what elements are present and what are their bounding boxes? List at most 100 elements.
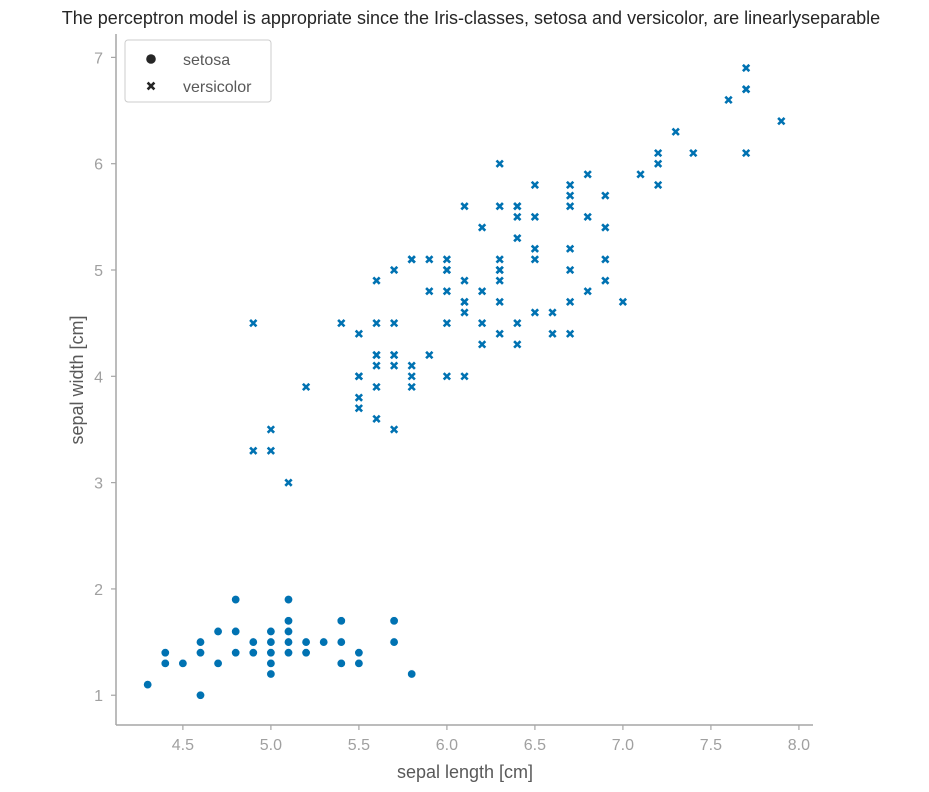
y-tick-label: 2	[94, 582, 103, 599]
setosa-point	[231, 648, 241, 658]
versicolor-point	[495, 202, 504, 211]
versicolor-point	[565, 191, 575, 200]
versicolor-point	[372, 276, 381, 285]
setosa-point	[266, 648, 276, 658]
versicolor-point	[477, 340, 487, 349]
versicolor-point	[425, 287, 434, 296]
versicolor-point	[460, 202, 469, 211]
versicolor-point	[477, 319, 487, 328]
versicolor-point	[266, 425, 276, 434]
versicolor-point	[372, 319, 381, 328]
setosa-point	[336, 637, 346, 647]
x-ticks: 4.5 5.0 5.5 6.0 6.5 7.0 7.5 8.0	[172, 725, 810, 754]
versicolor-point	[618, 297, 628, 307]
setosa-point	[266, 669, 276, 679]
versicolor-point	[513, 202, 522, 211]
legend-frame	[124, 39, 272, 103]
versicolor-point	[389, 265, 399, 275]
setosa-point	[336, 616, 346, 626]
versicolor-point	[565, 180, 575, 190]
versicolor-point	[354, 329, 364, 338]
setosa-point	[213, 626, 223, 636]
versicolor-point	[477, 287, 487, 296]
versicolor-point	[565, 244, 575, 253]
versicolor-point	[565, 329, 575, 338]
versicolor-point	[653, 148, 663, 158]
setosa-point	[301, 648, 311, 658]
axes	[115, 34, 813, 726]
versicolor-point	[565, 265, 575, 275]
x-tick-label: 6.5	[524, 737, 546, 754]
versicolor-point	[601, 255, 610, 264]
setosa-point	[143, 680, 153, 690]
setosa-point	[283, 626, 293, 636]
y-tick-label: 7	[94, 50, 103, 67]
versicolor-point	[460, 372, 469, 381]
setosa-point	[283, 637, 293, 647]
versicolor-point	[495, 297, 504, 307]
versicolor-point	[583, 170, 592, 179]
x-axis-label: sepal length [cm]	[397, 762, 533, 782]
versicolor-point	[741, 148, 751, 158]
setosa-point	[195, 690, 205, 700]
legend: setosa versicolor	[124, 39, 272, 103]
versicolor-point	[442, 319, 452, 328]
versicolor-point	[442, 255, 452, 264]
x-tick-label: 5.0	[260, 737, 282, 754]
versicolor-point	[495, 329, 504, 338]
x-tick-label: 6.0	[436, 737, 458, 754]
x-tick-label: 5.5	[348, 737, 370, 754]
versicolor-point	[689, 148, 698, 158]
setosa-point	[283, 648, 293, 658]
versicolor-point	[249, 446, 258, 455]
y-axis-label: sepal width [cm]	[67, 315, 87, 444]
y-tick-label: 6	[94, 157, 103, 174]
versicolor-point	[513, 212, 522, 221]
setosa-point	[195, 648, 205, 658]
setosa-point	[389, 616, 399, 626]
setosa-point	[248, 637, 258, 647]
setosa-point	[301, 637, 311, 647]
data-points	[143, 63, 786, 700]
versicolor-point	[442, 287, 452, 296]
versicolor-point	[601, 276, 610, 285]
legend-label-versicolor: versicolor	[183, 79, 252, 96]
setosa-point	[195, 637, 205, 647]
x-tick-label: 4.5	[172, 737, 194, 754]
setosa-point	[336, 658, 346, 668]
versicolor-point	[460, 297, 469, 307]
legend-label-setosa: setosa	[183, 52, 230, 69]
versicolor-point	[583, 212, 592, 221]
versicolor-point	[442, 372, 452, 381]
legend-marker-versicolor	[146, 81, 156, 91]
chart-title: The perceptron model is appropriate sinc…	[62, 8, 880, 28]
versicolor-point	[601, 223, 610, 232]
setosa-point	[389, 637, 399, 647]
setosa-point	[354, 648, 364, 658]
versicolor-point	[389, 319, 399, 328]
setosa-point	[160, 648, 170, 658]
setosa-point	[231, 626, 241, 636]
y-tick-label: 3	[94, 476, 103, 493]
versicolor-point	[724, 95, 733, 105]
versicolor-point	[389, 425, 399, 434]
versicolor-point	[477, 223, 487, 232]
versicolor-point	[548, 308, 557, 317]
versicolor-point	[407, 361, 416, 370]
versicolor-point	[530, 212, 540, 221]
setosa-point	[266, 626, 276, 636]
setosa-point	[266, 658, 276, 668]
setosa-point	[213, 658, 223, 668]
versicolor-point	[530, 180, 540, 190]
versicolor-point	[407, 255, 416, 264]
versicolor-point	[425, 350, 434, 360]
versicolor-point	[565, 202, 575, 211]
versicolor-point	[495, 276, 504, 285]
versicolor-point	[513, 340, 522, 349]
y-tick-label: 5	[94, 263, 103, 280]
versicolor-point	[425, 255, 434, 264]
versicolor-point	[460, 308, 469, 317]
versicolor-point	[495, 265, 504, 275]
versicolor-point	[354, 404, 364, 413]
